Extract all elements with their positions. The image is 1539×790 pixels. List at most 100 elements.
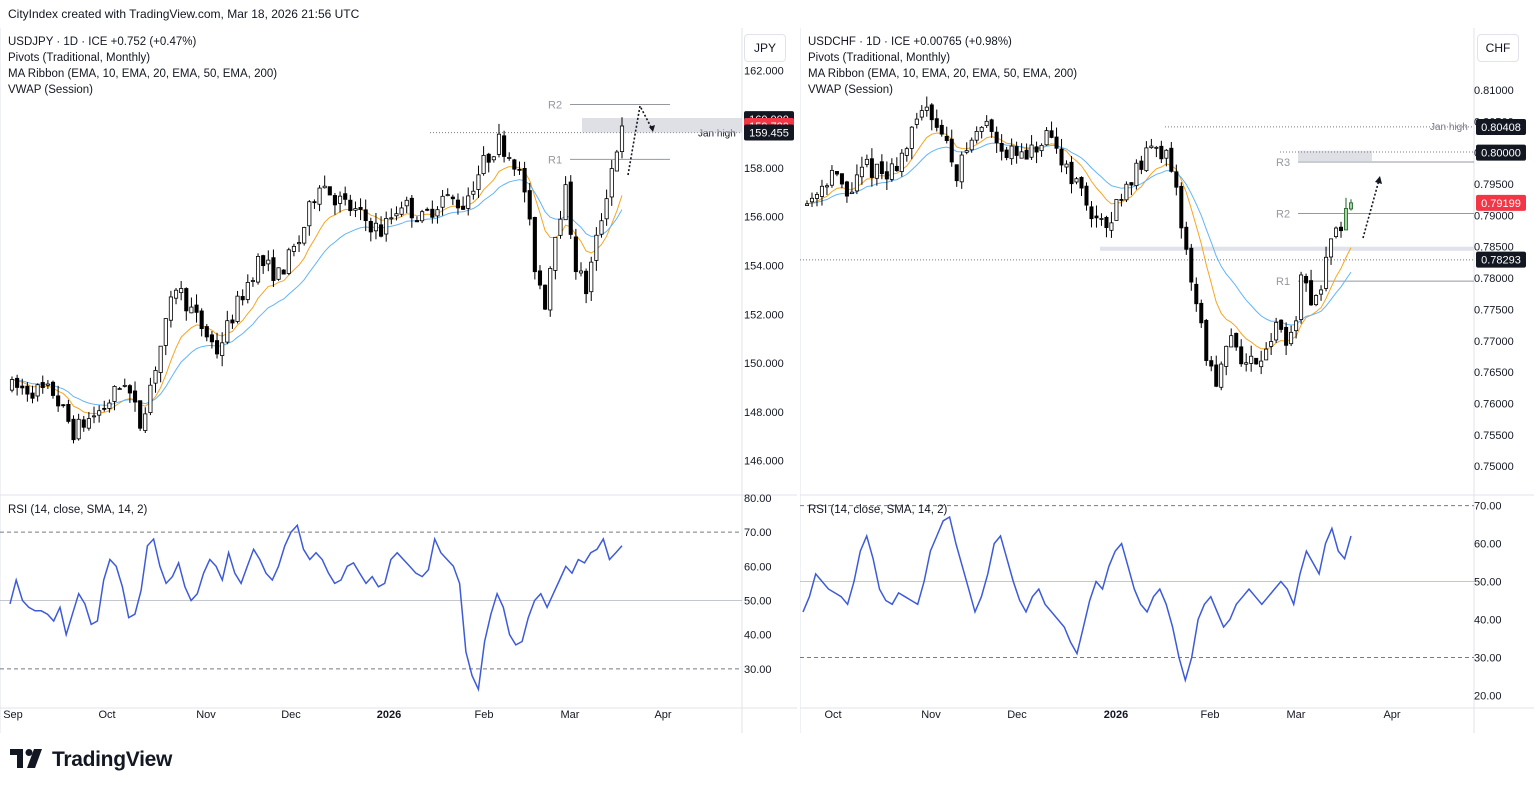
legend-symbol[interactable]: USDJPY · 1D · ICE +0.752 (+0.47%) — [8, 36, 197, 48]
candle-body — [814, 194, 819, 199]
legend-symbol[interactable]: USDCHF · 1D · ICE +0.00765 (+0.98%) — [808, 36, 1012, 48]
candle-body — [327, 186, 332, 196]
candle-body — [184, 288, 189, 312]
candle-body — [286, 249, 291, 274]
candle-body — [1109, 222, 1114, 231]
candle-body — [204, 326, 209, 338]
candle-body — [143, 413, 148, 431]
candle-body — [1224, 345, 1229, 367]
usdchf-chart[interactable]: 0.75000 0.75500 0.76000 0.76500 0.77000 0.775… — [800, 28, 1539, 733]
candle-body — [924, 106, 929, 111]
legend-vwap[interactable]: VWAP (Session) — [8, 84, 93, 96]
rsi-tick-label: 80.00 — [744, 493, 772, 505]
candle-body — [824, 185, 829, 188]
candle-body — [1259, 360, 1264, 368]
candle-body — [112, 386, 117, 402]
candle-body — [15, 377, 20, 388]
candle-body — [594, 234, 599, 261]
candle-body — [1344, 208, 1349, 231]
price-tick-label: 156.000 — [744, 212, 784, 224]
candle-body — [543, 284, 548, 310]
candle-body — [1299, 274, 1304, 320]
candle-body — [1114, 199, 1119, 221]
usdjpy-rsi-label[interactable]: RSI (14, close, SMA, 14, 2) — [8, 504, 148, 516]
price-tag-07829-bg — [1476, 251, 1526, 268]
candle-body — [1119, 199, 1124, 201]
candle-body — [1234, 332, 1239, 348]
candle-body — [854, 174, 859, 192]
rsi-tick-label: 70.00 — [1474, 501, 1502, 513]
candle-body — [604, 198, 609, 220]
candle-body — [1179, 185, 1184, 229]
candle-body — [394, 213, 399, 217]
time-tick-label: Feb — [1201, 709, 1220, 721]
candle-body — [1059, 148, 1064, 166]
candle-body — [1264, 348, 1269, 361]
candle-body — [40, 382, 45, 388]
usdjpy-chart[interactable]: 146.000 148.000 150.000 152.000 154.000 156.0… — [0, 28, 797, 733]
price-tick-label: 0.75000 — [1474, 461, 1514, 473]
candle-body — [964, 150, 969, 153]
candle-body — [291, 245, 296, 252]
candle-body — [189, 306, 194, 314]
price-tick-label: 148.000 — [744, 407, 784, 419]
candle-body — [107, 402, 112, 409]
price-tick-label: 154.000 — [744, 261, 784, 273]
candle-body — [481, 155, 486, 175]
usdjpy-currency-button[interactable]: JPY — [744, 34, 786, 62]
usdjpy-chart-panel[interactable]: 146.000 148.000 150.000 152.000 154.000 156.0… — [0, 28, 797, 733]
candle-body — [934, 118, 939, 128]
usdchf-currency-button[interactable]: CHF — [1477, 34, 1519, 62]
candle-body — [1229, 335, 1234, 348]
candle-body — [532, 216, 537, 273]
candle-body — [102, 407, 107, 410]
candle-body — [76, 418, 81, 440]
price-tick-label: 146.000 — [744, 456, 784, 468]
price-tick-label: 0.81000 — [1474, 85, 1514, 97]
candle-body — [276, 267, 281, 280]
ema-20-line — [806, 142, 1352, 326]
candle-body — [1074, 178, 1079, 183]
candle-body — [1029, 144, 1034, 158]
legend-pivots[interactable]: Pivots (Traditional, Monthly) — [8, 52, 151, 64]
candle-body — [553, 236, 558, 271]
target-zone — [1298, 150, 1372, 163]
candle-body — [71, 418, 76, 441]
candle-body — [81, 419, 86, 428]
candle-body — [389, 217, 394, 220]
candle-body — [1164, 149, 1169, 159]
rsi-tick-label: 70.00 — [744, 527, 772, 539]
usdchf-legend: USDCHF · 1D · ICE +0.00765 (+0.98%) Pivo… — [808, 34, 1077, 98]
usdchf-rsi-label[interactable]: RSI (14, close, SMA, 14, 2) — [808, 504, 948, 516]
time-tick-label: Nov — [921, 709, 941, 721]
projection-arrowhead — [1375, 176, 1382, 184]
candle-body — [984, 120, 989, 126]
candle-body — [914, 118, 919, 125]
candle-body — [1249, 355, 1254, 364]
candle-body — [1139, 160, 1144, 170]
candle-body — [225, 320, 230, 343]
legend-ma-ribbon[interactable]: MA Ribbon (EMA, 10, EMA, 20, EMA, 50, EM… — [808, 68, 1078, 80]
candle-body — [414, 220, 420, 223]
price-tag-080: 0.80000 — [1481, 148, 1521, 160]
candle-body — [517, 168, 522, 171]
tradingview-logo[interactable]: TradingView — [10, 748, 172, 772]
candle-body — [445, 194, 450, 197]
price-tag-07829: 0.78293 — [1481, 255, 1521, 267]
time-tick-label: 2026 — [377, 709, 401, 721]
usdchf-chart-panel[interactable]: 0.75000 0.75500 0.76000 0.76500 0.77000 0.775… — [800, 28, 1539, 733]
candle-body — [1024, 149, 1029, 160]
candle-body — [1244, 362, 1249, 365]
candle-body — [609, 168, 614, 198]
legend-pivots[interactable]: Pivots (Traditional, Monthly) — [808, 52, 951, 64]
candle-body — [954, 164, 959, 182]
candle-body — [455, 199, 461, 209]
legend-ma-ribbon[interactable]: MA Ribbon (EMA, 10, EMA, 20, EMA, 50, EM… — [8, 68, 278, 80]
legend-vwap[interactable]: VWAP (Session) — [808, 84, 893, 96]
candle-body — [163, 318, 168, 346]
candle-body — [839, 173, 844, 185]
time-tick-label: Apr — [1383, 709, 1400, 721]
rsi-tick-label: 30.00 — [1474, 652, 1502, 664]
projection-arrow — [1362, 179, 1380, 239]
candle-body — [829, 169, 834, 186]
